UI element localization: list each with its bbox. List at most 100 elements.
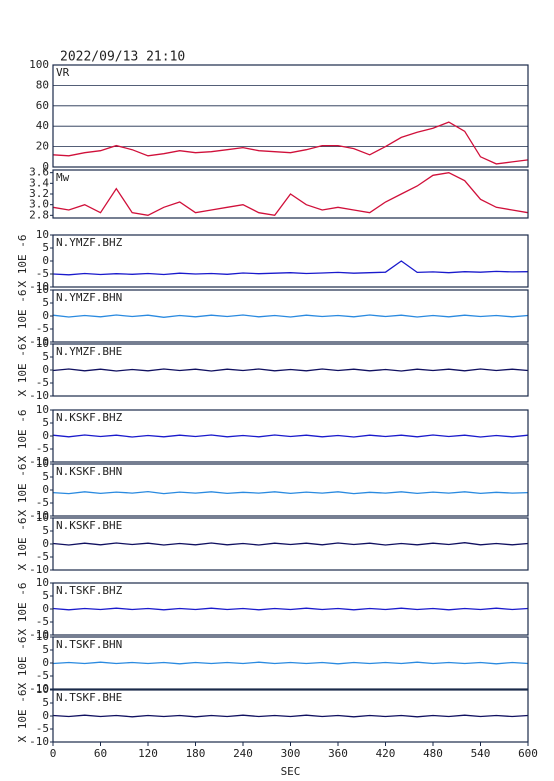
y-tick-label: -5 xyxy=(36,669,49,682)
x-tick-label: 300 xyxy=(281,747,301,760)
data-line xyxy=(52,542,529,546)
y-tick-label: -10 xyxy=(29,455,49,468)
y-axis-label: X 10E -6 xyxy=(16,637,29,690)
y-axis-label: X 10E -6 xyxy=(16,583,29,636)
panel-label: N.YMZF.BHN xyxy=(56,291,122,304)
x-tick-label: 540 xyxy=(471,747,491,760)
panel-frame xyxy=(52,169,529,219)
y-tick-label: 100 xyxy=(29,58,49,71)
y-tick-label: 60 xyxy=(36,99,49,112)
y-tick-label: 5 xyxy=(42,696,49,709)
y-tick-label: 80 xyxy=(36,78,49,91)
y-tick-label: 10 xyxy=(36,511,49,524)
data-line xyxy=(52,260,529,276)
y-tick-label: 5 xyxy=(42,350,49,363)
y-axis-label: X 10E -6 xyxy=(16,690,29,743)
panel-frame xyxy=(52,343,529,397)
x-tick-label: 600 xyxy=(518,747,538,760)
data-line xyxy=(52,607,529,611)
y-tick-label: 5 xyxy=(42,296,49,309)
data-line xyxy=(52,661,529,665)
data-line xyxy=(52,121,529,165)
y-tick-label: 10 xyxy=(36,630,49,643)
data-line xyxy=(52,490,529,495)
panel-label: N.TSKF.BHZ xyxy=(56,584,123,597)
y-axis-label: X 10E -6 xyxy=(16,290,29,343)
y-tick-label: -10 xyxy=(29,682,49,695)
x-tick-label: 240 xyxy=(233,747,253,760)
chart-title: 2022/09/13 21:10 xyxy=(60,50,185,65)
y-axis-label: X 10E -6 xyxy=(16,464,29,517)
y-tick-label: 3.0 xyxy=(29,198,49,211)
y-tick-label: -10 xyxy=(29,389,49,402)
y-tick-label: -10 xyxy=(29,509,49,522)
y-tick-label: 0 xyxy=(42,309,49,322)
panel-label: N.TSKF.BHE xyxy=(56,691,122,704)
data-line xyxy=(52,434,529,438)
y-tick-label: 10 xyxy=(36,403,49,416)
panel-label: Mw xyxy=(56,171,70,184)
y-tick-label: 10 xyxy=(36,576,49,589)
y-tick-label: 10 xyxy=(36,683,49,696)
y-axis-label: X 10E -6 xyxy=(16,344,29,397)
panel-frame xyxy=(52,582,529,636)
x-tick-label: 120 xyxy=(138,747,158,760)
data-line xyxy=(52,172,529,217)
panel-label: N.YMZF.BHE xyxy=(56,345,122,358)
y-tick-label: 5 xyxy=(42,589,49,602)
x-tick-label: 180 xyxy=(186,747,206,760)
y-tick-label: 40 xyxy=(36,119,49,132)
y-tick-label: 10 xyxy=(36,228,49,241)
y-tick-label: -5 xyxy=(36,442,49,455)
data-line xyxy=(52,714,529,718)
y-tick-label: 0 xyxy=(42,537,49,550)
x-axis-label: SEC xyxy=(281,765,301,778)
panel-frame xyxy=(52,636,529,690)
y-tick-label: 10 xyxy=(36,283,49,296)
data-line xyxy=(52,314,529,318)
x-tick-label: 360 xyxy=(328,747,348,760)
y-tick-label: -5 xyxy=(36,496,49,509)
y-tick-label: -5 xyxy=(36,376,49,389)
y-tick-label: -10 xyxy=(29,335,49,348)
y-tick-label: 2.8 xyxy=(29,208,49,221)
panel-label: N.TSKF.BHN xyxy=(56,638,122,651)
y-tick-label: 0 xyxy=(42,656,49,669)
x-tick-label: 60 xyxy=(94,747,107,760)
y-tick-label: 5 xyxy=(42,524,49,537)
y-tick-label: 0 xyxy=(42,483,49,496)
panel-frame xyxy=(52,289,529,343)
y-tick-label: 5 xyxy=(42,416,49,429)
y-tick-label: -5 xyxy=(36,615,49,628)
panel-label: VR xyxy=(56,66,70,79)
y-tick-label: -5 xyxy=(36,550,49,563)
y-tick-label: 0 xyxy=(42,709,49,722)
panel-label: N.KSKF.BHZ xyxy=(56,411,123,424)
y-tick-label: 3.4 xyxy=(29,176,49,189)
y-tick-label: 5 xyxy=(42,643,49,656)
panel-label: N.KSKF.BHN xyxy=(56,465,122,478)
y-tick-label: -5 xyxy=(36,722,49,735)
y-axis-label: X 10E -6 xyxy=(16,518,29,571)
y-tick-label: 5 xyxy=(42,470,49,483)
y-tick-label: 10 xyxy=(36,337,49,350)
x-tick-label: 480 xyxy=(423,747,443,760)
data-line xyxy=(52,368,529,372)
y-tick-label: 5 xyxy=(42,241,49,254)
y-tick-label: 0 xyxy=(42,254,49,267)
y-tick-label: -10 xyxy=(29,735,49,748)
y-tick-label: -5 xyxy=(36,322,49,335)
y-tick-label: -10 xyxy=(29,280,49,293)
y-axis-label: X 10E -6 xyxy=(16,410,29,463)
panel-frame xyxy=(52,463,529,517)
panel-label: N.YMZF.BHZ xyxy=(56,236,123,249)
y-tick-label: 3.6 xyxy=(29,166,49,179)
y-tick-label: -10 xyxy=(29,563,49,576)
y-tick-label: 0 xyxy=(42,363,49,376)
y-tick-label: -5 xyxy=(36,267,49,280)
y-axis-label: X 10E -6 xyxy=(16,235,29,288)
x-tick-label: 0 xyxy=(50,747,57,760)
y-tick-label: 3.2 xyxy=(29,187,49,200)
